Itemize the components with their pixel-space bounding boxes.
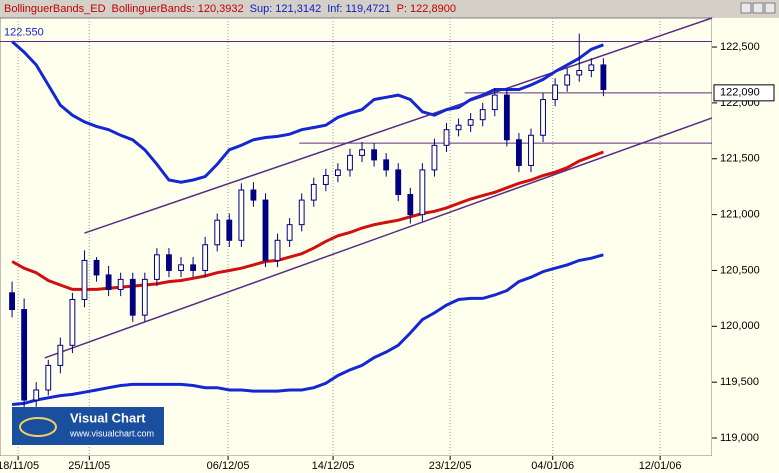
candle-body [516, 139, 522, 166]
candle-body [395, 169, 402, 195]
y-tick-label: 121,500 [720, 153, 760, 165]
x-tick-label: 04/01/06 [531, 460, 574, 472]
candle-body [81, 259, 88, 300]
candle-body [238, 189, 245, 241]
candle-body [117, 278, 124, 290]
candle-body [334, 169, 341, 177]
watermark-box [12, 407, 164, 445]
candle-body [528, 134, 534, 166]
y-tick-label: 121,000 [720, 209, 760, 221]
indicator-line [11, 253, 604, 406]
level-label-box [713, 84, 775, 102]
level-label: 122,090 [720, 87, 760, 99]
x-axis-area [0, 456, 779, 473]
x-tick-label: 25/11/05 [68, 460, 110, 472]
candle-body [178, 264, 184, 271]
candle-body [21, 309, 28, 401]
candle-body [347, 154, 353, 171]
indicator-line [11, 40, 604, 184]
candle-body [310, 183, 317, 201]
x-tick-label: 06/12/05 [207, 460, 250, 472]
candle-body [552, 84, 559, 101]
candle-body [479, 109, 486, 121]
candle-body [153, 254, 160, 280]
watermark: Visual Chart www.visualchart.com [12, 407, 164, 445]
candle-body [141, 278, 148, 316]
candle-body [214, 219, 221, 246]
minimize-button[interactable] [740, 2, 752, 14]
level-label: 122.550 [4, 26, 44, 38]
maximize-button[interactable] [752, 2, 764, 14]
x-tick-label: 18/11/05 [0, 460, 39, 472]
y-tick-label: 119,000 [720, 432, 759, 444]
x-tick-label: 12/01/06 [639, 460, 682, 472]
trend-line [44, 117, 713, 359]
candle-body [45, 364, 52, 391]
y-tick-label: 120,000 [720, 320, 760, 332]
candle-body [57, 344, 64, 366]
header-text: BollinguerBands: 120,3932 [112, 3, 244, 15]
window-buttons [740, 2, 776, 14]
candle-body [226, 219, 233, 241]
candle-body [166, 254, 172, 271]
header-text: BollinguerBands_ED [4, 3, 106, 15]
plot-area [0, 17, 713, 457]
candle-body [190, 264, 196, 271]
candle-body [274, 239, 281, 261]
candle-body [202, 244, 209, 271]
header-text: Sup: 121,3142 [250, 3, 322, 15]
candle-body [491, 94, 498, 111]
candle-body [431, 144, 438, 171]
candle-body [9, 292, 15, 311]
candle-body [105, 274, 112, 290]
y-tick-label: 122,500 [720, 41, 760, 53]
header-bar [0, 0, 779, 17]
candle-body [93, 259, 100, 276]
candle-body [262, 199, 269, 261]
candle-body [503, 94, 510, 141]
candle-body [467, 119, 474, 126]
y-axis-area [712, 18, 779, 456]
header-text: P: 122,8900 [397, 3, 456, 15]
candle-body [564, 74, 571, 86]
candle-body [286, 224, 293, 241]
trend-line [84, 17, 713, 234]
candle-body [540, 99, 546, 136]
y-tick-label: 119,500 [720, 376, 759, 388]
close-button[interactable] [764, 2, 776, 14]
candle-body [33, 389, 40, 401]
candle-body [419, 169, 426, 216]
candle-body [69, 298, 76, 346]
candle-body [600, 64, 607, 90]
watermark-logo [19, 417, 57, 437]
candle-body [443, 129, 450, 146]
x-tick-label: 14/12/05 [312, 460, 355, 472]
candle-body [588, 64, 595, 72]
watermark-title: Visual Chart [70, 410, 146, 425]
candle-body [298, 199, 305, 226]
candle-body [407, 193, 414, 216]
candle-body [383, 159, 390, 171]
y-tick-label: 120,500 [720, 264, 760, 276]
candle-body [359, 149, 365, 156]
candle-body [576, 70, 583, 76]
x-tick-label: 23/12/05 [429, 460, 472, 472]
candle-body [129, 278, 136, 316]
candle-body [371, 149, 378, 161]
watermark-url: www.visualchart.com [69, 428, 154, 438]
candle-body [455, 124, 462, 131]
candle-body [250, 189, 257, 201]
header-text: Inf: 119,4721 [327, 3, 390, 15]
candle-body [322, 175, 329, 185]
